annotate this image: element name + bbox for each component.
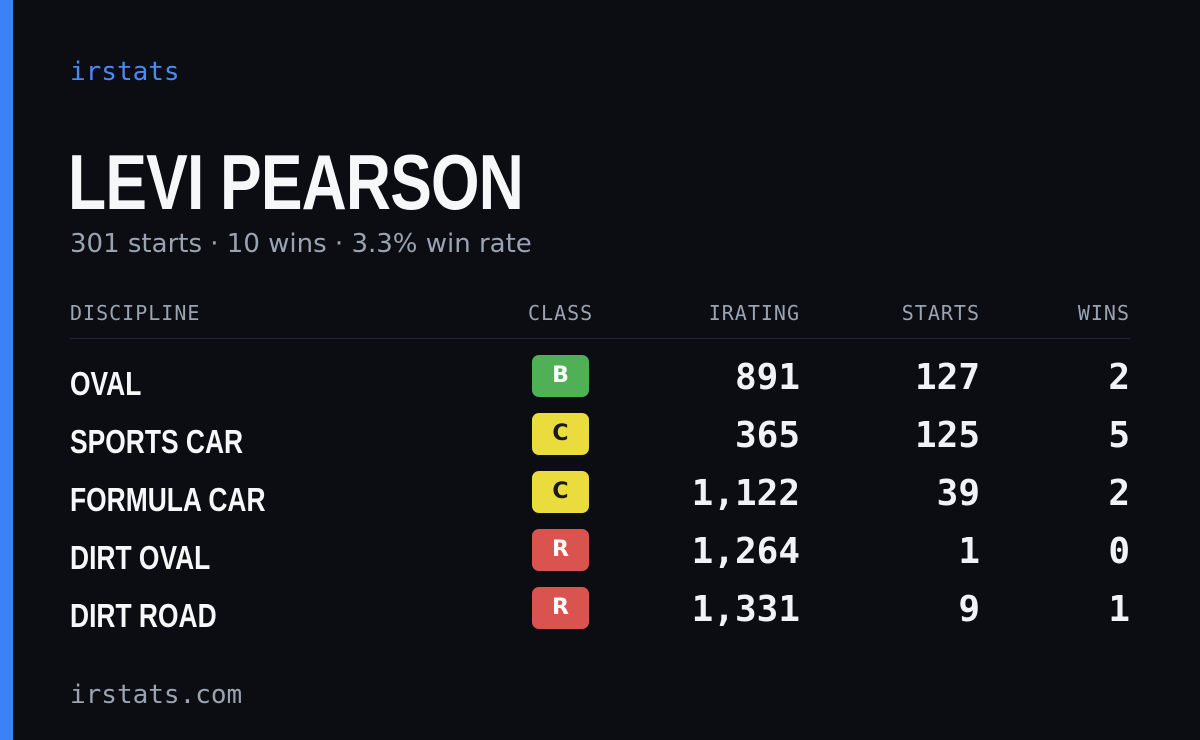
class-badge: B: [532, 355, 589, 397]
wins-value: 5: [1108, 415, 1130, 456]
driver-summary: 301 starts · 10 wins · 3.3% win rate: [70, 229, 532, 259]
irating-value: 1,264: [691, 531, 800, 572]
discipline-name: FORMULA CAR: [70, 481, 266, 518]
wins-value: 1: [1108, 589, 1130, 630]
class-badge: C: [532, 471, 589, 513]
class-badge: R: [532, 587, 589, 629]
driver-name: LEVI PEARSON: [68, 138, 524, 226]
header-irating: IRATING: [708, 301, 800, 325]
class-badge: R: [532, 529, 589, 571]
starts-value: 127: [914, 357, 980, 398]
class-badge: C: [532, 413, 589, 455]
accent-bar: [0, 0, 13, 740]
starts-value: 9: [958, 589, 980, 630]
irating-value: 891: [734, 357, 800, 398]
starts-value: 39: [936, 473, 980, 514]
footer-url: irstats.com: [70, 680, 243, 710]
discipline-name: DIRT ROAD: [70, 597, 217, 634]
table-row: FORMULA CAR C 1,122 39 2: [70, 471, 1130, 529]
table-body: OVAL B 891 127 2 SPORTS CAR C 365 125 5 …: [70, 339, 1130, 645]
table-row: OVAL B 891 127 2: [70, 355, 1130, 413]
table-row: DIRT ROAD R 1,331 9 1: [70, 587, 1130, 645]
discipline-name: DIRT OVAL: [70, 539, 211, 576]
wins-value: 0: [1108, 531, 1130, 572]
starts-value: 125: [914, 415, 980, 456]
table-row: SPORTS CAR C 365 125 5: [70, 413, 1130, 471]
discipline-name: SPORTS CAR: [70, 423, 244, 460]
discipline-name: OVAL: [70, 365, 142, 402]
stats-table: DISCIPLINE CLASS IRATING STARTS WINS OVA…: [70, 298, 1130, 645]
header-class: CLASS: [528, 301, 594, 325]
wins-value: 2: [1108, 357, 1130, 398]
header-wins: WINS: [1077, 301, 1130, 325]
header-starts: STARTS: [901, 301, 980, 325]
irating-value: 1,122: [691, 473, 800, 514]
brand-logo: irstats: [70, 57, 180, 87]
irating-value: 1,331: [691, 589, 800, 630]
header-discipline: DISCIPLINE: [70, 301, 201, 325]
irating-value: 365: [734, 415, 800, 456]
table-row: DIRT OVAL R 1,264 1 0: [70, 529, 1130, 587]
wins-value: 2: [1108, 473, 1130, 514]
table-header: DISCIPLINE CLASS IRATING STARTS WINS: [70, 298, 1130, 339]
starts-value: 1: [958, 531, 980, 572]
